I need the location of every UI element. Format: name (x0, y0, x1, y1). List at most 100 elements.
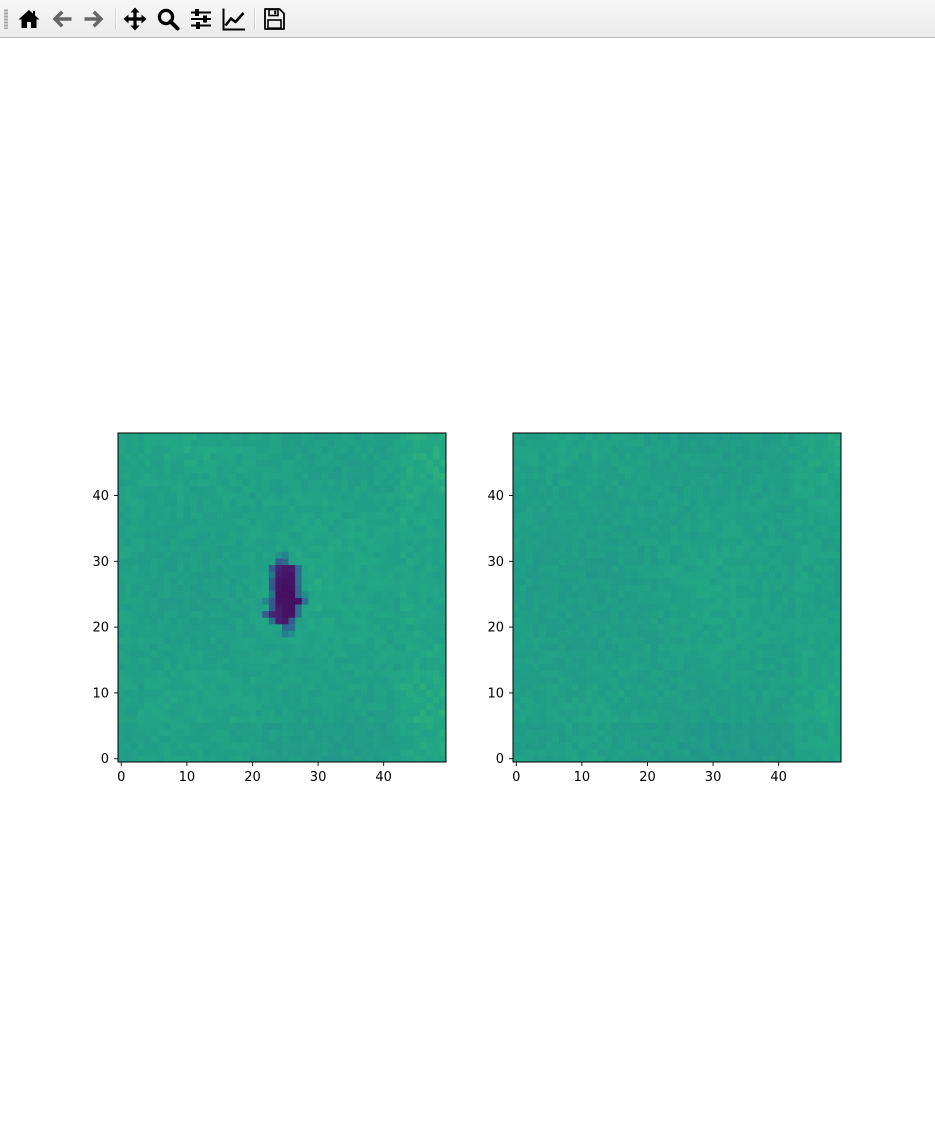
heatmap-cell (716, 485, 724, 493)
back-button[interactable] (48, 5, 76, 33)
heatmap-cell (821, 630, 829, 638)
heatmap-cell (177, 702, 185, 710)
heatmap-cell (736, 656, 744, 664)
heatmap-cell (262, 650, 270, 658)
heatmap-cell (380, 709, 388, 717)
heatmap-cell (650, 551, 658, 559)
toolbar-grip-handle[interactable] (4, 9, 8, 29)
heatmap-cell (821, 564, 829, 572)
heatmap-cell (598, 577, 606, 585)
heatmap-cell (170, 656, 178, 664)
heatmap-cell (183, 531, 191, 539)
heatmap-cell (788, 518, 796, 526)
heatmap-cell (749, 610, 757, 618)
heatmap-cell (736, 696, 744, 704)
heatmap-cell (413, 630, 421, 638)
heatmap-cell (545, 656, 553, 664)
heatmap-cell (183, 433, 191, 441)
heatmap-cell (413, 472, 421, 480)
heatmap-cell (814, 610, 822, 618)
heatmap-cell (703, 735, 711, 743)
heatmap-cell (532, 604, 540, 612)
heatmap-cell (781, 610, 789, 618)
heatmap-cell (118, 479, 126, 487)
heatmap-cell (591, 630, 599, 638)
heatmap-cell (203, 696, 211, 704)
heatmap-cell (768, 452, 776, 460)
heatmap-cell (604, 709, 612, 717)
zoom-button[interactable] (154, 5, 182, 33)
heatmap-cell (677, 623, 685, 631)
heatmap-cell (413, 709, 421, 717)
heatmap-cell (144, 748, 152, 756)
heatmap-cell (367, 702, 375, 710)
heatmap-cell (380, 479, 388, 487)
heatmap-cell (716, 465, 724, 473)
save-button[interactable] (260, 5, 288, 33)
heatmap-cell (677, 465, 685, 473)
heatmap-cell (282, 498, 290, 506)
heatmap-cell (572, 590, 580, 598)
heatmap-cell (255, 472, 263, 480)
heatmap-cell (696, 748, 704, 756)
figure-canvas[interactable]: 0 10 20 30 40 0 10 20 30 40 0 10 20 30 40 0 10 20 30 40 (0, 39, 935, 1146)
heatmap-cell (386, 590, 394, 598)
heatmap-cell (373, 590, 381, 598)
heatmap-cell (380, 465, 388, 473)
heatmap-cell (781, 485, 789, 493)
heatmap-cell (545, 544, 553, 552)
heatmap-cell (229, 590, 237, 598)
heatmap-cell (526, 748, 534, 756)
heatmap-cell (572, 669, 580, 677)
heatmap-cell (585, 729, 593, 737)
heatmap-cell (814, 636, 822, 645)
heatmap-cell (209, 604, 217, 612)
heatmap-cell (808, 709, 816, 717)
configure-subplots-button[interactable] (187, 5, 215, 33)
heatmap-cell (255, 663, 263, 671)
heatmap-cell (255, 551, 263, 559)
heatmap-cell (611, 722, 619, 730)
heatmap-cell (631, 735, 639, 743)
heatmap-cell (314, 669, 322, 677)
heatmap-cell (327, 755, 335, 763)
heatmap-cell (736, 538, 744, 546)
home-button[interactable] (15, 5, 43, 33)
heatmap-cell (406, 650, 414, 658)
heatmap-cell (190, 538, 198, 546)
heatmap-cell (513, 729, 521, 737)
heatmap-cell (644, 722, 652, 730)
pan-button[interactable] (121, 5, 149, 33)
heatmap-cell (670, 683, 678, 691)
heatmap-cell (308, 485, 316, 493)
heatmap-cell (262, 538, 270, 546)
heatmap-cell (552, 676, 560, 684)
heatmap-cell (124, 722, 132, 730)
heatmap-cell (275, 676, 283, 684)
heatmap-cell (539, 643, 547, 651)
heatmap-cell (565, 755, 573, 763)
heatmap-cell (321, 525, 329, 533)
forward-button[interactable] (80, 5, 108, 33)
heatmap-cell (118, 604, 126, 612)
heatmap-cell (683, 446, 691, 454)
heatmap-cell (526, 722, 534, 730)
heatmap-cell (144, 551, 152, 559)
heatmap-cell (591, 571, 599, 579)
heatmap-cell (631, 617, 639, 625)
heatmap-cell (677, 610, 685, 618)
heatmap-cell (677, 748, 685, 756)
heatmap-cell (768, 729, 776, 737)
heatmap-cell (413, 663, 421, 671)
heatmap-cell (683, 715, 691, 723)
heatmap-cell (716, 643, 724, 651)
heatmap-cell (558, 465, 566, 473)
heatmap-cell (539, 584, 547, 592)
heatmap-cell (341, 525, 349, 533)
heatmap-cell (558, 669, 566, 677)
heatmap-cell (749, 498, 757, 506)
edit-parameters-button[interactable] (220, 5, 248, 33)
heatmap-cell (736, 479, 744, 487)
